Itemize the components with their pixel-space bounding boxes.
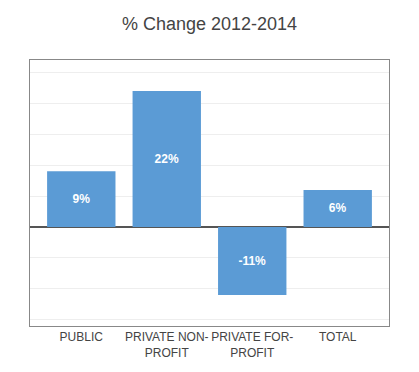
svg-text:% Change 2012-2014: % Change 2012-2014 xyxy=(122,14,297,34)
svg-text:9%: 9% xyxy=(72,192,90,206)
svg-text:22%: 22% xyxy=(155,152,179,166)
svg-text:PUBLIC: PUBLIC xyxy=(60,330,104,344)
svg-text:-11%: -11% xyxy=(238,254,266,268)
svg-text:PRIVATE FOR-PROFIT: PRIVATE FOR-PROFIT xyxy=(211,330,293,360)
svg-text:6%: 6% xyxy=(329,201,347,215)
svg-text:PRIVATE NON-PROFIT: PRIVATE NON-PROFIT xyxy=(125,330,209,360)
svg-text:TOTAL: TOTAL xyxy=(319,330,357,344)
